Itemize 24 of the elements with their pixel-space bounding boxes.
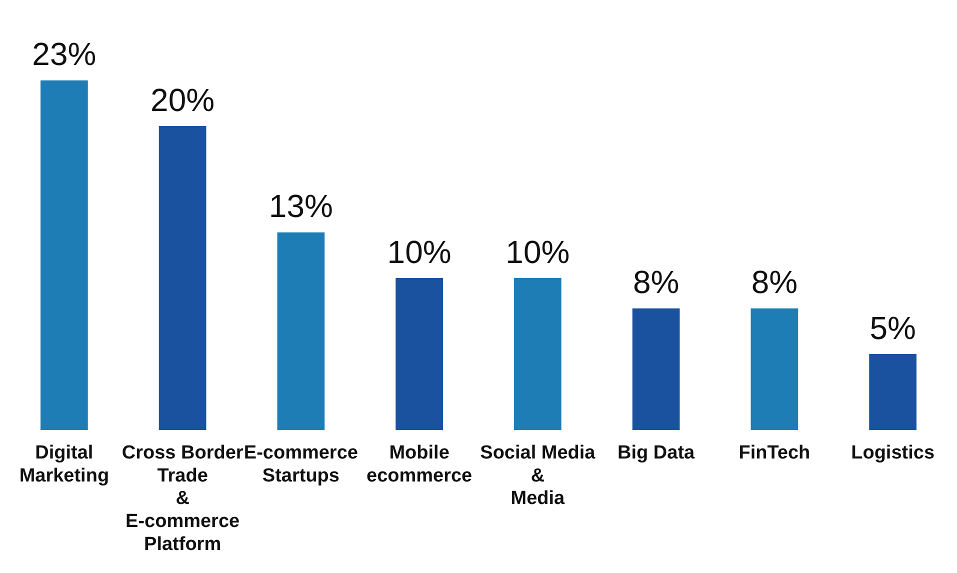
bar	[40, 80, 88, 430]
x-tick-label: E-commerce Startups	[244, 442, 358, 486]
bar	[750, 308, 798, 430]
data-label: 8%	[632, 264, 680, 300]
x-tick-label: Logistics	[851, 442, 935, 464]
bar	[632, 308, 680, 430]
data-label: 5%	[870, 310, 916, 346]
data-label: 13%	[268, 188, 333, 224]
data-label: 23%	[32, 36, 96, 72]
data-label: 10%	[506, 234, 570, 270]
bar	[396, 278, 443, 430]
x-tick-label: Mobile ecommerce	[366, 442, 472, 486]
bar	[158, 126, 206, 430]
data-label: 8%	[751, 264, 798, 300]
x-tick-label: Big Data	[618, 442, 696, 464]
data-label: 20%	[150, 82, 215, 118]
bar	[869, 354, 916, 430]
bar	[514, 278, 562, 430]
x-tick-label: Cross Border Trade & E-commerce Platform	[122, 442, 244, 555]
x-tick-label: Social Media & Media	[480, 442, 596, 510]
x-tick-label: Digital Marketing	[19, 442, 110, 486]
bar	[277, 232, 325, 430]
x-tick-label: FinTech	[738, 442, 810, 464]
data-label: 10%	[387, 234, 452, 270]
